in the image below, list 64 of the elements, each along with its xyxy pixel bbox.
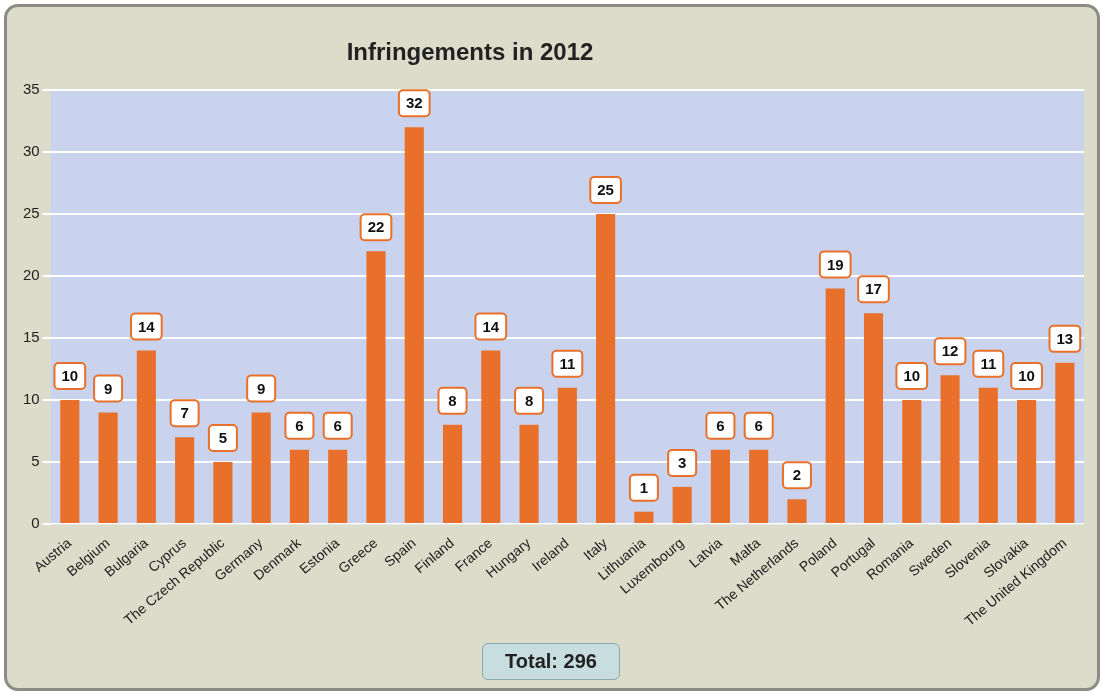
data-label: 32	[405, 94, 423, 112]
bar	[787, 499, 807, 524]
bar	[634, 511, 654, 524]
data-label: 10	[1018, 367, 1035, 385]
bar	[251, 412, 271, 524]
data-label: 14	[482, 317, 500, 335]
bar	[1055, 362, 1075, 524]
bar	[557, 387, 577, 524]
data-label: 6	[295, 416, 304, 434]
bar	[596, 214, 616, 524]
y-tick-label: 10	[23, 390, 40, 408]
bar	[978, 387, 998, 524]
bar	[710, 449, 730, 524]
bar	[60, 400, 80, 524]
data-label: 17	[865, 280, 882, 298]
data-label: 11	[980, 354, 997, 372]
bar	[940, 375, 960, 524]
data-label: 8	[448, 392, 457, 410]
bar	[672, 486, 692, 524]
data-label: 9	[257, 379, 266, 397]
text: Total: 296	[482, 643, 620, 680]
y-tick-label: 25	[23, 204, 40, 222]
bar	[481, 350, 501, 524]
data-label: 19	[826, 255, 844, 273]
data-label: 25	[597, 181, 614, 199]
data-label: 6	[754, 416, 763, 434]
chart-title: Infringements in 2012	[345, 38, 595, 66]
bar	[366, 251, 386, 524]
data-label: 10	[903, 367, 921, 385]
y-tick-label: 15	[23, 328, 40, 346]
y-tick-label: 20	[23, 266, 40, 284]
data-label: 11	[559, 354, 576, 372]
data-label: 9	[103, 379, 113, 397]
data-label: 1	[639, 478, 649, 496]
data-label: 14	[138, 317, 156, 335]
bar	[825, 288, 845, 524]
data-label: 10	[61, 367, 79, 385]
y-tick-label: 30	[23, 142, 40, 160]
bar	[98, 412, 118, 524]
data-label: 22	[367, 218, 385, 236]
bar	[519, 424, 539, 524]
data-label: 8	[524, 392, 534, 410]
bar	[442, 424, 463, 524]
bar	[749, 449, 769, 524]
bar	[213, 462, 233, 524]
bar	[289, 449, 310, 524]
data-label: 5	[218, 429, 228, 447]
data-label: 3	[677, 454, 687, 472]
bar	[404, 127, 424, 524]
bar	[1017, 400, 1037, 524]
data-label: 12	[941, 342, 959, 360]
bar	[175, 437, 195, 524]
y-tick-label: 35	[23, 80, 40, 98]
bar	[328, 449, 348, 524]
data-label: 2	[792, 466, 802, 484]
y-tick-label: 5	[31, 452, 40, 470]
data-label: 7	[180, 404, 189, 422]
bar	[902, 400, 922, 524]
bar	[863, 313, 884, 524]
y-tick-label: 0	[31, 514, 40, 532]
data-label: 13	[1056, 330, 1074, 347]
bar	[136, 350, 156, 524]
data-label: 6	[333, 416, 342, 434]
data-label: 6	[716, 416, 725, 434]
